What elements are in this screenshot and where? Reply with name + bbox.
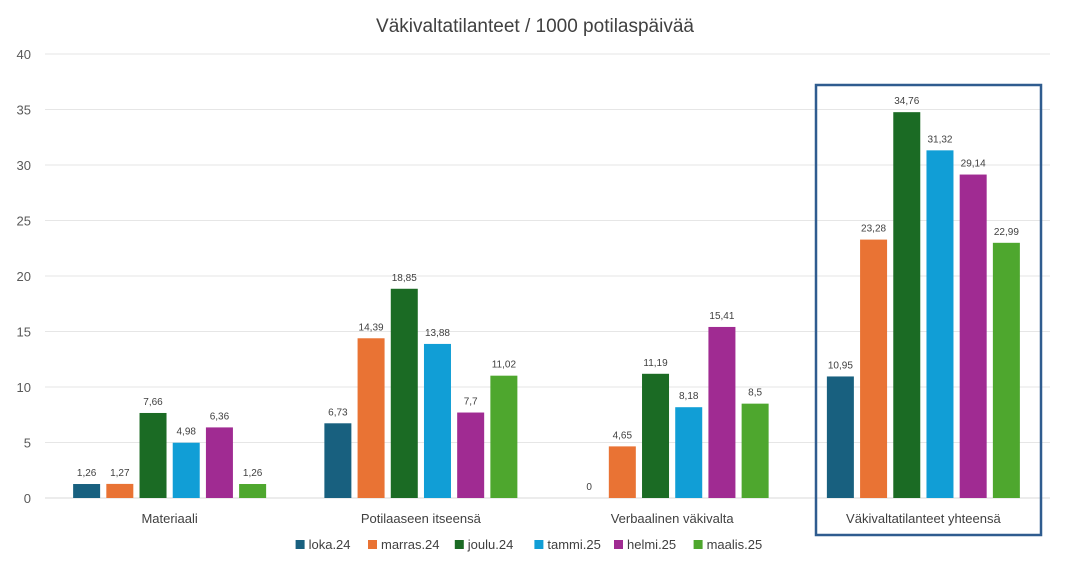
bar-tammi-25	[172, 442, 200, 498]
bar-marras-24	[860, 239, 888, 499]
y-tick-label: 20	[17, 269, 31, 284]
legend-item: loka.24	[295, 537, 351, 552]
data-label: 14,39	[359, 322, 384, 333]
bar-marras-24	[608, 446, 636, 498]
bar-loka-24	[73, 484, 101, 498]
data-label: 22,99	[994, 227, 1019, 238]
data-label: 11,02	[492, 360, 517, 371]
bar-helmi-25	[708, 326, 736, 498]
legend-label: joulu.24	[467, 537, 514, 552]
bar-helmi-25	[205, 427, 233, 498]
y-tick-label: 10	[17, 380, 31, 395]
data-label: 4,98	[176, 427, 196, 438]
bar-helmi-25	[457, 412, 485, 498]
legend-label: helmi.25	[627, 537, 676, 552]
data-label: 8,18	[679, 391, 699, 402]
category-label: Verbaalinen väkivalta	[611, 511, 735, 526]
data-label: 18,85	[392, 273, 417, 284]
data-label: 1,26	[77, 468, 97, 479]
legend: loka.24 marras.24 joulu.24 tammi.25 helmi.25…	[295, 537, 763, 552]
bar-maalis-25	[741, 403, 769, 498]
data-label: 0	[586, 482, 592, 493]
legend-swatch	[295, 540, 305, 549]
data-label: 11,19	[643, 358, 668, 369]
legend-swatch	[368, 540, 377, 549]
data-label: 31,32	[927, 134, 952, 145]
data-label: 23,28	[861, 224, 886, 235]
y-tick-label: 5	[24, 436, 31, 451]
category-labels: Materiaali Potilaaseen itseensä Verbaaline…	[141, 511, 1001, 526]
bar-maalis-25	[490, 375, 518, 498]
data-label: 13,88	[425, 328, 450, 339]
legend-swatch	[454, 540, 464, 549]
y-tick-label: 40	[17, 47, 31, 62]
legend-label: marras.24	[381, 537, 440, 552]
category-label: Potilaaseen itseensä	[361, 511, 482, 526]
data-label: 1,26	[243, 468, 263, 479]
y-axis-ticks: 0 5 10 15 20 25 30 35 40	[17, 47, 31, 506]
bar-maalis-25	[239, 484, 267, 498]
legend-item: maalis.25	[693, 537, 763, 552]
bar-loka-24	[826, 376, 854, 498]
data-label: 8,5	[748, 388, 762, 399]
category-label: Väkivaltatilanteet yhteensä	[846, 511, 1001, 526]
y-tick-label: 30	[17, 158, 31, 173]
bar-loka-24	[324, 423, 352, 498]
bar-tammi-25	[926, 150, 954, 498]
bars: 1,26 1,27 7,66 4,98 6,36 1,26 6,73 14,39 18,85 13…	[73, 96, 1020, 499]
legend-item: tammi.25	[534, 537, 601, 552]
data-label: 6,36	[210, 411, 230, 422]
data-label: 34,76	[894, 96, 919, 107]
bar-marras-24	[357, 338, 385, 498]
bar-helmi-25	[959, 174, 987, 498]
data-label: 1,27	[110, 468, 130, 479]
y-tick-label: 25	[17, 214, 31, 229]
y-tick-label: 0	[24, 491, 31, 506]
legend-label: maalis.25	[707, 537, 763, 552]
data-label: 29,14	[961, 159, 986, 170]
data-label: 6,73	[328, 407, 348, 418]
data-label: 4,65	[613, 430, 633, 441]
bar-joulu-24	[642, 373, 670, 498]
data-label: 7,66	[143, 397, 163, 408]
legend-swatch	[614, 540, 623, 549]
category-label: Materiaali	[141, 511, 197, 526]
data-label: 7,7	[464, 397, 478, 408]
legend-item: helmi.25	[614, 537, 676, 552]
legend-label: loka.24	[309, 537, 351, 552]
legend-swatch	[534, 540, 544, 549]
chart-title: Väkivaltatilanteet / 1000 potilaspäivää	[376, 16, 694, 37]
y-tick-label: 35	[17, 103, 31, 118]
legend-item: joulu.24	[454, 537, 514, 552]
bar-marras-24	[106, 483, 134, 498]
legend-swatch	[693, 540, 703, 549]
data-label: 15,41	[709, 311, 734, 322]
legend-item: marras.24	[368, 537, 440, 552]
y-tick-label: 15	[17, 325, 31, 340]
bar-joulu-24	[139, 412, 167, 498]
legend-label: tammi.25	[547, 537, 600, 552]
bar-tammi-25	[423, 343, 451, 498]
bar-joulu-24	[893, 112, 921, 498]
bar-tammi-25	[675, 407, 703, 498]
data-label: 10,95	[828, 360, 853, 371]
bar-maalis-25	[992, 242, 1020, 498]
bar-joulu-24	[390, 288, 418, 498]
highlight-box	[814, 83, 1043, 537]
